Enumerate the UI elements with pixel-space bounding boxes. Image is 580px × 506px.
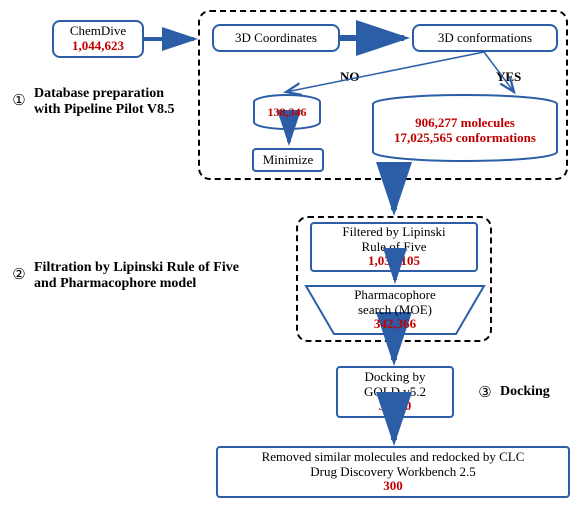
final-box: Removed similar molecules and redocked b… <box>216 446 570 498</box>
big-cyl-line2: 17,025,565 conformations <box>394 130 536 145</box>
lipinski-line1: Filtered by Lipinski <box>342 225 445 240</box>
arrow-chemdive-group <box>144 32 204 46</box>
big-cyl-line1: 906,277 molecules <box>415 115 515 130</box>
docking-line1: Docking by <box>364 370 425 385</box>
final-line1: Removed similar molecules and redocked b… <box>262 450 525 465</box>
pharma-line2: search (MOE) <box>358 303 432 318</box>
arrow-g2-dock <box>386 342 402 368</box>
conformations-label: 3D conformations <box>438 31 532 46</box>
conformations-box: 3D conformations <box>412 24 558 52</box>
pharma-line1: Pharmacophore <box>354 288 436 303</box>
final-line2: Drug Discovery Workbench 2.5 <box>310 465 476 480</box>
chemdive-title: ChemDive <box>70 24 126 39</box>
docking-count: 30000 <box>379 399 412 414</box>
step2-num: ② <box>10 266 28 284</box>
arrow-cyl-min <box>282 128 296 150</box>
step1-line1: Database preparation <box>34 86 164 101</box>
final-count: 300 <box>383 479 403 494</box>
chemdive-box: ChemDive 1,044,623 <box>52 20 144 58</box>
arrow-coord-conf <box>340 30 416 46</box>
lipinski-line2: Rule of Five <box>362 240 427 255</box>
big-cylinder: 906,277 molecules 17,025,565 conformatio… <box>370 94 560 164</box>
pharma-count: 342,366 <box>374 317 416 332</box>
step2-label: Filtration by Lipinski Rule of Five and … <box>34 260 284 292</box>
small-cyl-count: 138,346 <box>268 105 307 119</box>
pharma-trap: Pharmacophore search (MOE) 342,366 <box>304 284 486 336</box>
step2-line2: and Pharmacophore model <box>34 276 196 291</box>
lipinski-box: Filtered by Lipinski Rule of Five 1,039,… <box>310 222 478 272</box>
step3-label: Docking <box>500 384 550 400</box>
minimize-label: Minimize <box>263 153 314 168</box>
arrow-g1-g2 <box>386 180 402 220</box>
chemdive-count: 1,044,623 <box>72 39 124 54</box>
step1-label: Database preparation with Pipeline Pilot… <box>34 86 204 118</box>
arrow-split <box>278 52 522 96</box>
coordinates-label: 3D Coordinates <box>235 31 317 46</box>
coordinates-box: 3D Coordinates <box>212 24 340 52</box>
step1-line2: with Pipeline Pilot V8.5 <box>34 102 175 117</box>
minimize-box: Minimize <box>252 148 324 172</box>
small-cylinder: 138,346 <box>252 94 322 130</box>
arrow-dock-final <box>386 418 402 448</box>
docking-line2: GOLD v5.2 <box>364 385 426 400</box>
docking-box: Docking by GOLD v5.2 30000 <box>336 366 454 418</box>
step2-line1: Filtration by Lipinski Rule of Five <box>34 260 239 275</box>
lipinski-count: 1,039,105 <box>368 254 420 269</box>
step1-num: ① <box>10 92 28 110</box>
step3-num: ③ <box>476 384 494 402</box>
